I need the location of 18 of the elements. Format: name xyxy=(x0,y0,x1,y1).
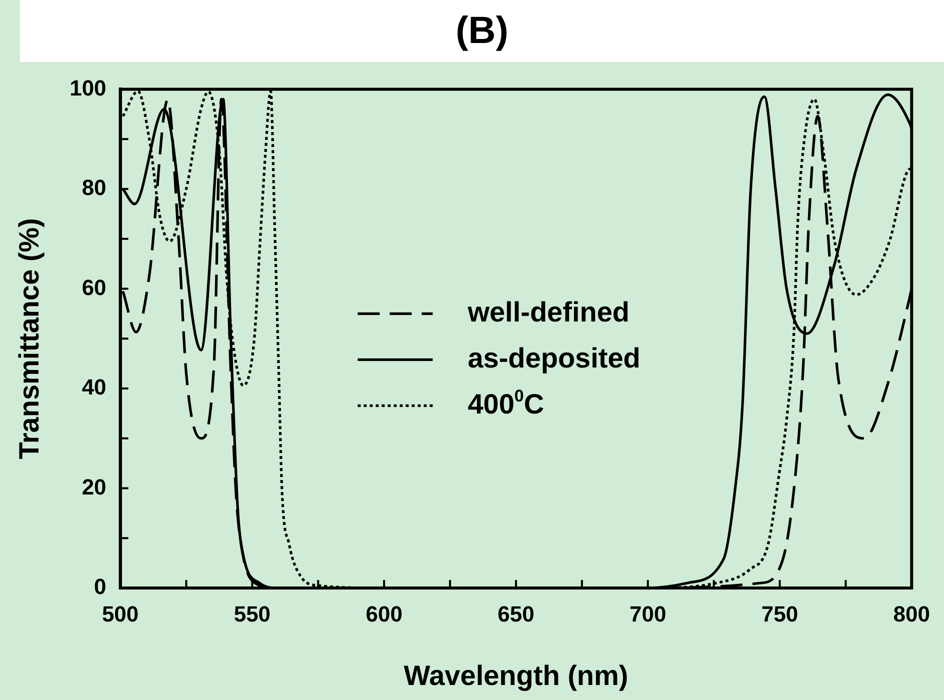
x-axis-title: Wavelength (nm) xyxy=(404,660,628,691)
x-tick-label: 500 xyxy=(102,601,139,626)
y-tick-label: 80 xyxy=(82,175,106,200)
y-tick-label: 100 xyxy=(70,75,106,100)
x-tick-label: 750 xyxy=(761,601,798,626)
chart-title: (B) xyxy=(20,0,944,62)
legend-label: as-deposited xyxy=(468,342,640,374)
x-tick-label: 700 xyxy=(630,601,666,626)
x-tick-label: 800 xyxy=(893,601,930,626)
y-tick-label: 0 xyxy=(94,574,106,600)
x-tick-label: 600 xyxy=(366,601,402,626)
y-tick-label: 40 xyxy=(82,374,106,400)
x-tick-label: 650 xyxy=(498,601,534,626)
y-tick-label: 20 xyxy=(82,474,106,500)
legend-label: well-defined xyxy=(466,296,630,328)
y-tick-label: 60 xyxy=(82,274,106,300)
x-tick-label: 550 xyxy=(234,601,271,626)
y-axis-title: Transmittance (%) xyxy=(14,218,45,460)
